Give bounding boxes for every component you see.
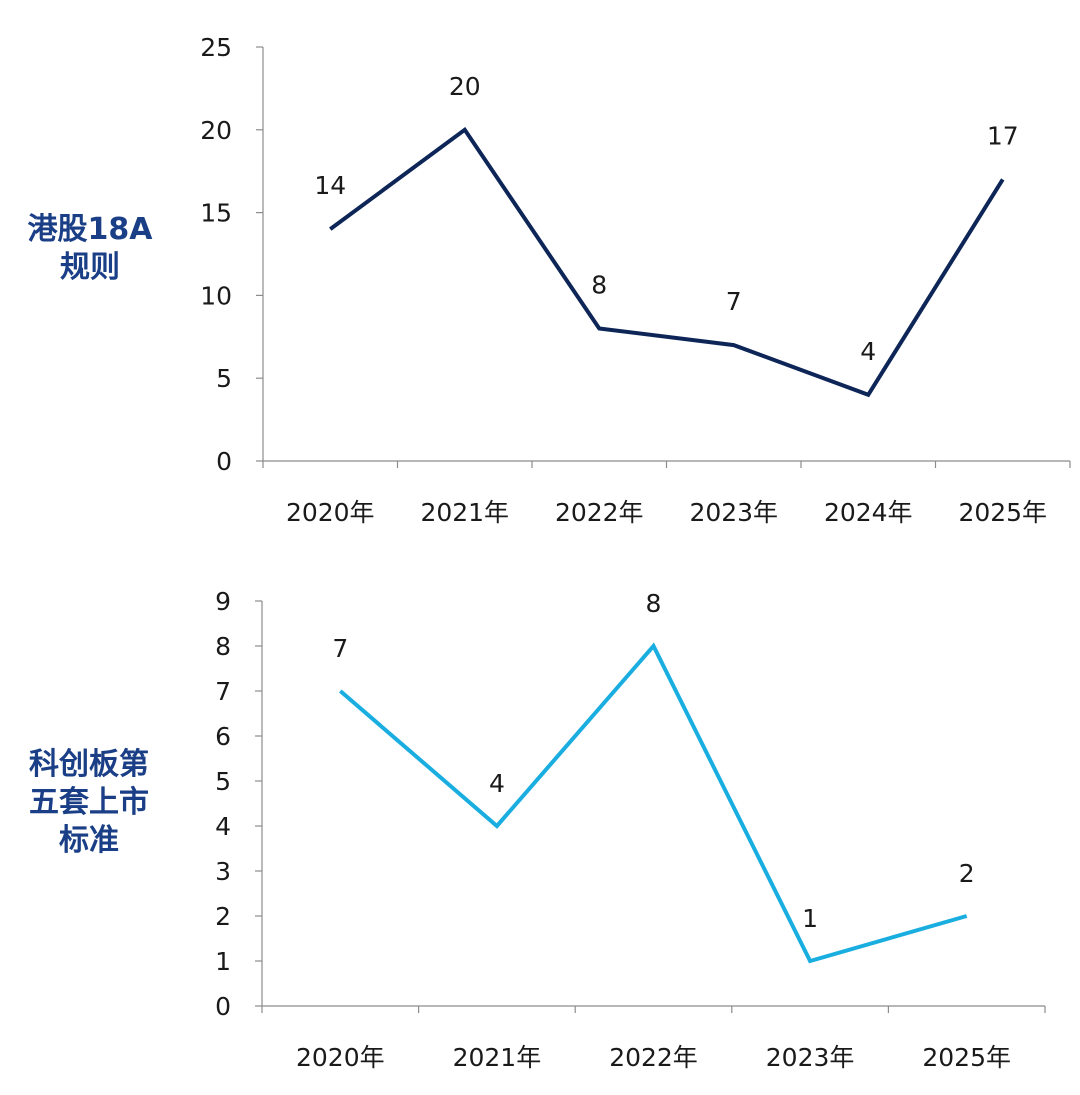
chart2-side-label: 科创板第 五套上市 标准: [14, 746, 164, 860]
chart2-y-tick-label: 8: [215, 632, 231, 661]
chart2-x-tick-label: 2021年: [453, 1043, 542, 1072]
chart1-data-label: 4: [860, 337, 876, 366]
chart2-x-tick-label: 2025年: [922, 1043, 1011, 1072]
chart1-data-label: 8: [591, 271, 607, 300]
chart2-y-tick-label: 1: [215, 947, 231, 976]
chart2-y-tick-label: 9: [215, 587, 231, 616]
chart1-y-tick-label: 0: [216, 447, 232, 476]
chart2-side-label-line2: 五套上市: [29, 785, 149, 820]
chart1-x-tick-label: 2020年: [286, 498, 375, 527]
chart1-x-tick-label: 2024年: [824, 498, 913, 527]
chart2-y-tick-label: 0: [215, 992, 231, 1021]
chart2-y-tick-label: 7: [215, 677, 231, 706]
chart1-y-tick-label: 5: [216, 364, 232, 393]
chart1-y-tick-label: 25: [200, 33, 232, 62]
chart1-x-tick-label: 2022年: [555, 498, 644, 527]
chart2-side-label-line1: 科创板第: [29, 747, 149, 782]
chart2-y-tick-label: 6: [215, 722, 231, 751]
chart1-data-label: 20: [449, 72, 481, 101]
chart2-x-tick-label: 2020年: [296, 1043, 385, 1072]
chart2-data-label: 1: [802, 904, 818, 933]
chart1-y-tick-label: 15: [200, 199, 232, 228]
chart2-y-tick-label: 3: [215, 857, 231, 886]
chart2-data-label: 8: [646, 589, 662, 618]
chart1-data-label: 7: [726, 287, 742, 316]
chart1-data-label: 17: [987, 121, 1019, 150]
chart1-data-label: 14: [314, 171, 346, 200]
chart2-series-line: [338, 642, 968, 964]
chart2-y-tick-label: 2: [215, 902, 231, 931]
chart2-y-tick-label: 4: [215, 812, 231, 841]
chart1-x-tick-label: 2021年: [420, 498, 509, 527]
chart2-data-label: 4: [489, 769, 505, 798]
chart2-data-label: 7: [332, 634, 348, 663]
chart1-y-tick-label: 20: [200, 116, 232, 145]
chart1-side-label-line1: 港股18A: [27, 212, 153, 247]
chart1-side-label-line2: 规则: [60, 250, 120, 285]
chart2-y-tick-label: 5: [215, 767, 231, 796]
chart1-series-line: [329, 126, 1005, 398]
chart1-x-tick-label: 2025年: [958, 498, 1047, 527]
chart2-x-tick-label: 2022年: [609, 1043, 698, 1072]
chart2-side-label-line3: 标准: [59, 823, 119, 858]
chart2-x-tick-label: 2023年: [766, 1043, 855, 1072]
chart1-side-label: 港股18A 规则: [20, 211, 160, 287]
chart2-data-label: 2: [959, 859, 975, 888]
chart1-x-tick-label: 2023年: [689, 498, 778, 527]
chart1-y-tick-label: 10: [200, 281, 232, 310]
